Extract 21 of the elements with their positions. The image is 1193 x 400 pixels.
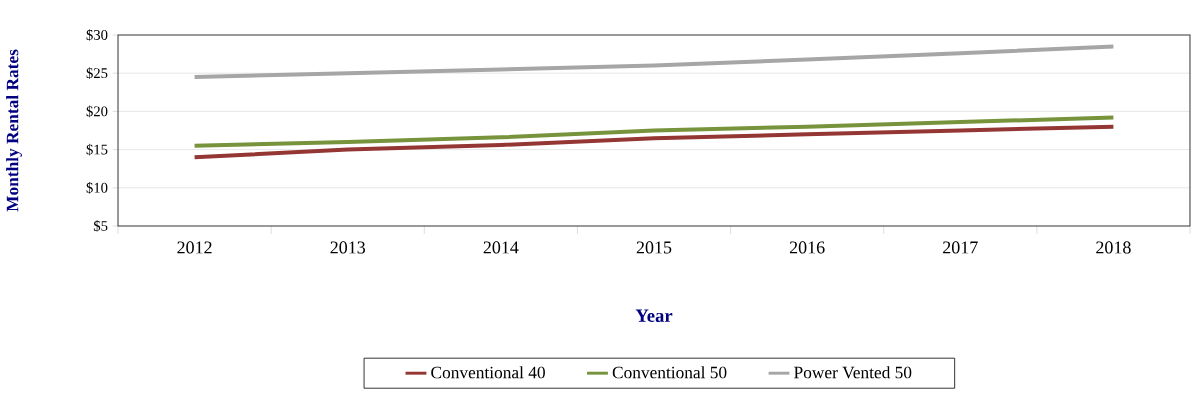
x-tick-label: 2017 <box>943 241 978 254</box>
line-series <box>192 44 1116 80</box>
line-series <box>192 115 1116 148</box>
y-axis-title: Monthly Rental Rates <box>6 49 22 212</box>
legend-label: Conventional 50 <box>612 366 727 379</box>
x-tick-label: 2016 <box>789 241 825 254</box>
x-tick-label: 2015 <box>636 241 672 254</box>
legend-label: Conventional 40 <box>431 366 545 379</box>
x-tick-label: 2013 <box>330 241 366 254</box>
y-tick-label: $10 <box>86 181 108 194</box>
x-tick-label: 2012 <box>177 241 212 254</box>
x-axis-title: Year <box>635 309 673 322</box>
y-tick-label: $30 <box>86 29 108 41</box>
legend-label: Power Vented 50 <box>794 366 912 379</box>
y-tick-label: $15 <box>86 143 108 156</box>
y-tick-label: $20 <box>86 105 108 118</box>
x-tick-label: 2018 <box>1096 241 1131 254</box>
line-series <box>192 124 1116 160</box>
y-tick-label: $25 <box>86 67 108 80</box>
y-tick-label: $5 <box>93 220 108 232</box>
x-tick-label: 2014 <box>483 241 519 254</box>
